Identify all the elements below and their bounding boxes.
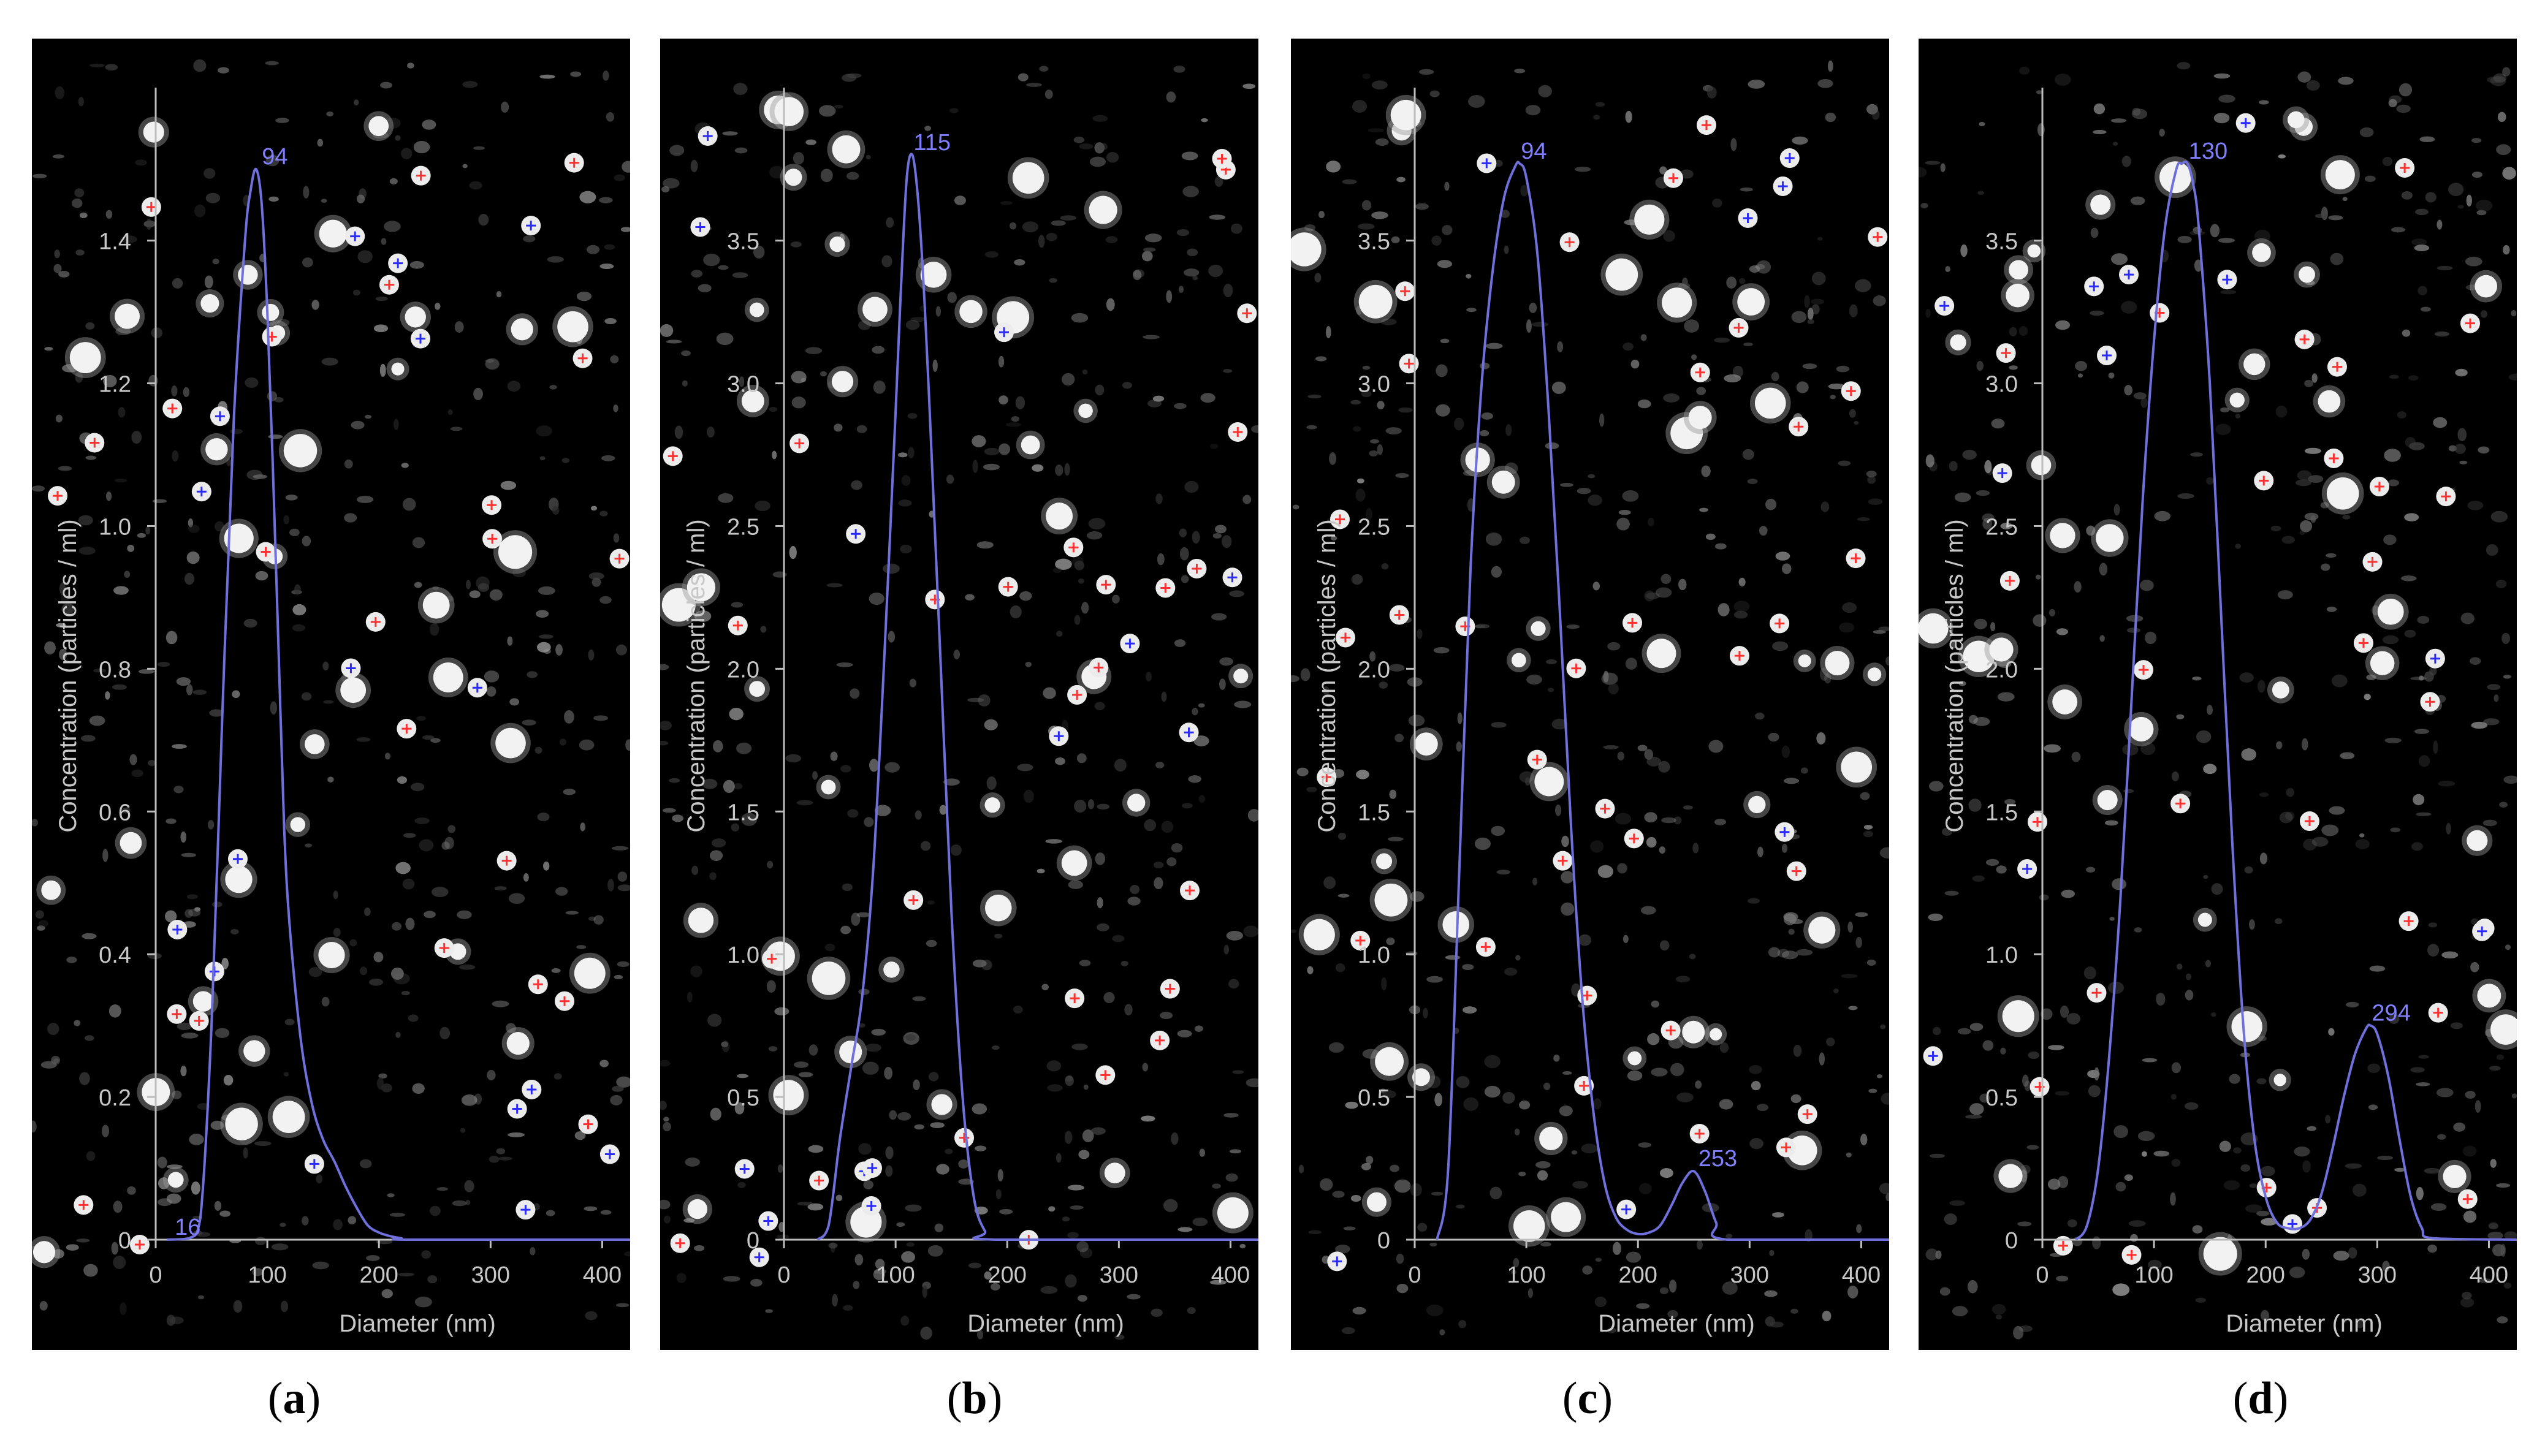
y-tick-label: 1.0 xyxy=(1358,942,1390,968)
y-axis-label: Concentration (particles / ml) xyxy=(55,519,82,832)
y-tick-label: 0.5 xyxy=(1985,1085,2018,1111)
x-tick-label: 0 xyxy=(1408,1262,1421,1288)
y-tick-label: 3.5 xyxy=(1985,229,2018,255)
y-tick-label: 1.5 xyxy=(1985,800,2018,825)
x-tick-label: 0 xyxy=(777,1262,790,1288)
y-tick-label: 2.0 xyxy=(727,657,759,683)
x-tick-label: 300 xyxy=(471,1262,510,1288)
peak-label: 115 xyxy=(913,130,951,156)
y-axis-label: Concentration (particles / ml) xyxy=(1314,519,1341,832)
y-tick-label: 0 xyxy=(1377,1228,1390,1254)
y-tick-label: 0 xyxy=(2005,1228,2018,1254)
y-tick-label: 1.5 xyxy=(1358,800,1390,825)
chart-svg-c: 0 0.5 1.0 1.5 2.0 2.5 3.0 3.5 0 100 200 300 400 Diame… xyxy=(1291,60,1889,1337)
x-axis-label: Diameter (nm) xyxy=(967,1310,1124,1337)
y-tick-label: 2.5 xyxy=(1358,514,1390,540)
particle-noise-background xyxy=(1919,62,2517,1340)
x-tick-label: 200 xyxy=(988,1262,1027,1288)
chart-svg-b: 0 0.5 1.0 1.5 2.0 2.5 3.0 3.5 0 100 200 300 400 Diame… xyxy=(660,66,1258,1340)
y-tick-label: 3.0 xyxy=(1985,372,2018,398)
y-tick-label: 0.2 xyxy=(99,1085,131,1111)
peak-label: 253 xyxy=(1699,1146,1737,1172)
y-tick-label: 2.0 xyxy=(1358,657,1390,683)
caption-d: (d) xyxy=(2232,1373,2289,1424)
chart-panel-a: 0 0.2 0.4 0.6 0.8 1.0 1.2 1.4 0 100 200 300 400 Diame… xyxy=(32,39,630,1350)
x-tick-label: 100 xyxy=(1507,1262,1545,1288)
y-tick-label: 1.0 xyxy=(1985,942,2018,968)
x-tick-label: 400 xyxy=(2470,1262,2508,1288)
y-tick-label: 0 xyxy=(747,1228,759,1254)
particle-noise-background xyxy=(660,66,1258,1340)
y-tick-label: 0.6 xyxy=(99,800,131,825)
x-axis-label: Diameter (nm) xyxy=(339,1310,496,1337)
x-tick-label: 100 xyxy=(248,1262,286,1288)
y-tick-label: 0.4 xyxy=(99,942,131,968)
caption-c-letter: c xyxy=(1577,1373,1598,1424)
x-tick-label: 300 xyxy=(1100,1262,1138,1288)
caption-a: (a) xyxy=(267,1373,321,1424)
x-tick-label: 0 xyxy=(2036,1262,2049,1288)
caption-b-letter: b xyxy=(962,1373,987,1424)
x-tick-label: 200 xyxy=(360,1262,398,1288)
size-distribution-line xyxy=(816,153,1258,1242)
y-tick-label: 3.0 xyxy=(1358,372,1390,398)
chart-svg-d: 0 0.5 1.0 1.5 2.0 2.5 3.0 3.5 0 100 200 300 400 Diame… xyxy=(1919,62,2517,1340)
x-tick-label: 400 xyxy=(1211,1262,1250,1288)
y-axis-label: Concentration (particles / ml) xyxy=(683,519,710,832)
y-tick-label: 1.4 xyxy=(99,229,131,255)
y-tick-label: 3.5 xyxy=(727,229,759,255)
peak-label: 294 xyxy=(2372,1001,2410,1026)
y-tick-label: 3.5 xyxy=(1358,229,1390,255)
y-axis-label: Concentration (particles / ml) xyxy=(1941,519,1968,832)
x-axis-label: Diameter (nm) xyxy=(1598,1310,1755,1337)
peak-label: 130 xyxy=(2189,138,2227,164)
x-tick-label: 200 xyxy=(2246,1262,2285,1288)
y-tick-label: 2.5 xyxy=(1985,514,2018,540)
x-tick-label: 400 xyxy=(583,1262,622,1288)
peak-label: 94 xyxy=(1521,138,1546,164)
x-tick-label: 300 xyxy=(1730,1262,1769,1288)
caption-c: (c) xyxy=(1562,1373,1613,1424)
y-tick-label: 1.5 xyxy=(727,800,759,825)
x-tick-label: 300 xyxy=(2358,1262,2397,1288)
chart-panel-b: 0 0.5 1.0 1.5 2.0 2.5 3.0 3.5 0 100 200 300 400 Diame… xyxy=(660,39,1258,1350)
peak-label: 16 xyxy=(175,1215,200,1240)
caption-d-letter: d xyxy=(2248,1373,2273,1424)
y-tick-label: 0.8 xyxy=(99,657,131,683)
y-tick-label: 0.5 xyxy=(727,1085,759,1111)
size-distribution-line xyxy=(2075,161,2517,1241)
y-tick-label: 1.0 xyxy=(727,942,759,968)
chart-svg-a: 0 0.2 0.4 0.6 0.8 1.0 1.2 1.4 0 100 200 300 400 Diame… xyxy=(32,59,630,1337)
y-tick-label: 3.0 xyxy=(727,372,759,398)
x-tick-label: 100 xyxy=(2134,1262,2173,1288)
chart-panel-d: 0 0.5 1.0 1.5 2.0 2.5 3.0 3.5 0 100 200 300 400 Diame… xyxy=(1919,39,2517,1350)
x-tick-label: 100 xyxy=(876,1262,915,1288)
y-tick-label: 1.2 xyxy=(99,372,131,398)
x-axis-label: Diameter (nm) xyxy=(2226,1310,2383,1337)
x-tick-label: 0 xyxy=(149,1262,162,1288)
y-tick-label: 0.5 xyxy=(1358,1085,1390,1111)
caption-a-letter: a xyxy=(283,1373,306,1424)
size-distribution-line xyxy=(1436,161,1889,1242)
y-tick-label: 2.0 xyxy=(1985,657,2018,683)
y-tick-label: 1.0 xyxy=(99,514,131,540)
caption-b: (b) xyxy=(946,1373,1003,1424)
y-tick-label: 2.5 xyxy=(727,514,759,540)
chart-panel-c: 0 0.5 1.0 1.5 2.0 2.5 3.0 3.5 0 100 200 300 400 Diame… xyxy=(1291,39,1889,1350)
peak-label: 94 xyxy=(262,144,287,170)
x-tick-label: 400 xyxy=(1842,1262,1881,1288)
x-tick-label: 200 xyxy=(1619,1262,1657,1288)
y-tick-label: 0 xyxy=(118,1228,131,1254)
size-distribution-line xyxy=(167,167,630,1242)
